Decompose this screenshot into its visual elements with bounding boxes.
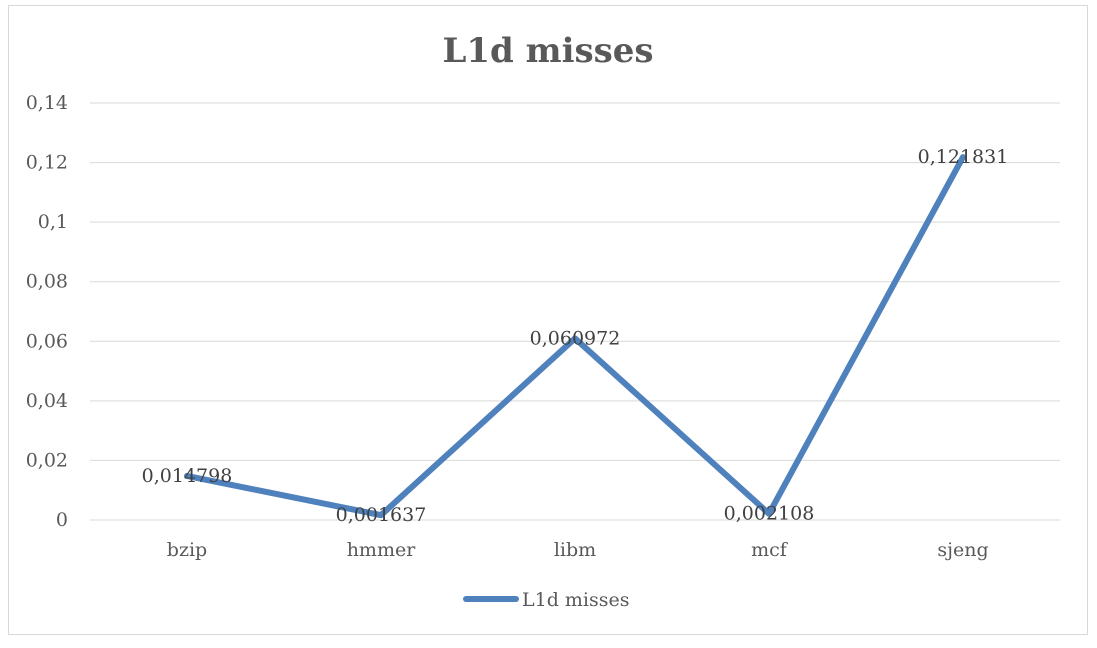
y-tick-label: 0,12 — [26, 152, 68, 174]
x-tick-label: sjeng — [937, 539, 988, 561]
series-line — [184, 154, 966, 519]
y-axis-ticks: 0 0,02 0,04 0,06 0,08 0,1 0,12 0,14 — [26, 92, 68, 531]
y-tick-label: 0,08 — [26, 271, 68, 293]
data-labels: 0,014798 0,001637 0,060972 0,002108 0,121831 — [142, 146, 1009, 526]
y-tick-label: 0,04 — [26, 390, 68, 412]
chart-title: L1d misses — [442, 31, 653, 71]
legend-label: L1d misses — [522, 589, 630, 611]
y-tick-label: 0,14 — [26, 92, 68, 114]
x-tick-label: bzip — [167, 539, 207, 561]
legend: L1d misses — [463, 589, 630, 611]
x-axis-ticks: bzip hmmer libm mcf sjeng — [167, 539, 989, 561]
data-label: 0,121831 — [918, 146, 1009, 168]
y-tick-label: 0,02 — [26, 449, 68, 471]
y-tick-label: 0 — [56, 509, 68, 531]
x-tick-label: hmmer — [347, 539, 417, 561]
x-tick-label: libm — [554, 539, 596, 561]
data-label: 0,014798 — [142, 465, 233, 487]
series-lines — [184, 154, 966, 519]
data-label: 0,060972 — [530, 327, 621, 349]
y-tick-label: 0,1 — [38, 211, 68, 233]
data-label: 0,001637 — [336, 504, 427, 526]
y-tick-label: 0,06 — [26, 330, 68, 352]
x-tick-label: mcf — [751, 539, 789, 561]
chart-area — [8, 5, 1088, 635]
gridlines — [90, 102, 1060, 521]
data-label: 0,002108 — [724, 503, 815, 525]
